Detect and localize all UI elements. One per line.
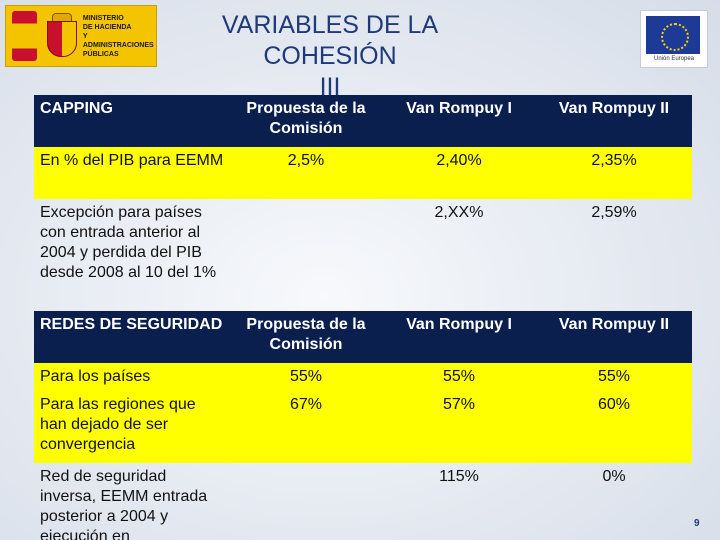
safety-nets-header-row: REDES DE SEGURIDAD Propuesta de la Comis… bbox=[34, 311, 692, 363]
table-cell: 2,40% bbox=[382, 147, 536, 199]
cohesion-table: CAPPING Propuesta de la Comisión Van Rom… bbox=[34, 95, 692, 540]
header-cell: Van Rompuy II bbox=[536, 311, 692, 363]
ministry-line: MINISTERIO bbox=[82, 14, 124, 22]
table-cell bbox=[230, 199, 382, 311]
ministry-line: Y ADMINISTRACIONES bbox=[82, 32, 154, 49]
eu-logo: Unión Europea bbox=[640, 10, 708, 68]
header-cell: Propuesta de la Comisión bbox=[230, 95, 382, 147]
table-row: Para las regiones que han dejado de ser … bbox=[34, 391, 692, 463]
row-label: En % del PIB para EEMM bbox=[34, 147, 230, 199]
table-cell: 2,35% bbox=[536, 147, 692, 199]
table-cell: 55% bbox=[230, 363, 382, 391]
table-cell bbox=[230, 463, 382, 540]
header-cell: REDES DE SEGURIDAD bbox=[34, 311, 230, 363]
ministry-line: PÚBLICAS bbox=[82, 50, 119, 58]
eu-flag-icon bbox=[646, 16, 700, 54]
table-cell: 57% bbox=[382, 391, 536, 463]
row-label: Red de seguridad inversa, EEMM entrada p… bbox=[40, 468, 208, 540]
ministry-name: MINISTERIO DE HACIENDA Y ADMINISTRACIONE… bbox=[83, 14, 156, 59]
row-label: Para las regiones que han dejado de ser … bbox=[34, 391, 230, 463]
header-cell: CAPPING bbox=[34, 95, 230, 147]
header-cell: Van Rompuy I bbox=[382, 95, 536, 147]
title-line: VARIABLES DE LA COHESIÓN bbox=[221, 11, 439, 70]
capping-header-row: CAPPING Propuesta de la Comisión Van Rom… bbox=[34, 95, 692, 147]
table-row: Para los países 55% 55% 55% bbox=[34, 363, 692, 391]
spain-flag-icon bbox=[12, 11, 37, 61]
table-row: Red de seguridad inversa, EEMM entrada p… bbox=[34, 463, 692, 540]
row-label: Para los países bbox=[34, 363, 230, 391]
table-cell: 2,XX% bbox=[434, 204, 484, 221]
table-cell: 115% bbox=[439, 468, 479, 485]
table-row: Excepción para países con entrada anteri… bbox=[34, 199, 692, 311]
page-number: 9 bbox=[694, 518, 700, 529]
table-cell: 55% bbox=[536, 363, 692, 391]
table-cell: 55% bbox=[382, 363, 536, 391]
coat-of-arms-icon bbox=[43, 13, 77, 59]
ministry-logo: MINISTERIO DE HACIENDA Y ADMINISTRACIONE… bbox=[5, 5, 157, 67]
header-cell: Propuesta de la Comisión bbox=[230, 311, 382, 363]
table-row: En % del PIB para EEMM 2,5% 2,40% 2,35% bbox=[34, 147, 692, 199]
slide-title: VARIABLES DE LA COHESIÓN III bbox=[170, 10, 490, 103]
ministry-line: DE HACIENDA bbox=[82, 23, 132, 31]
title-line: III bbox=[319, 73, 341, 101]
table-cell: 0% bbox=[602, 468, 626, 485]
table-cell: 2,59% bbox=[591, 204, 637, 221]
header-cell: Van Rompuy I bbox=[382, 311, 536, 363]
table-cell: 2,5% bbox=[230, 147, 382, 199]
table-cell: 60% bbox=[536, 391, 692, 463]
table-cell: 67% bbox=[230, 391, 382, 463]
header-cell: Van Rompuy II bbox=[536, 95, 692, 147]
eu-caption: Unión Europea bbox=[653, 56, 695, 62]
row-label: Excepción para países con entrada anteri… bbox=[40, 204, 217, 281]
